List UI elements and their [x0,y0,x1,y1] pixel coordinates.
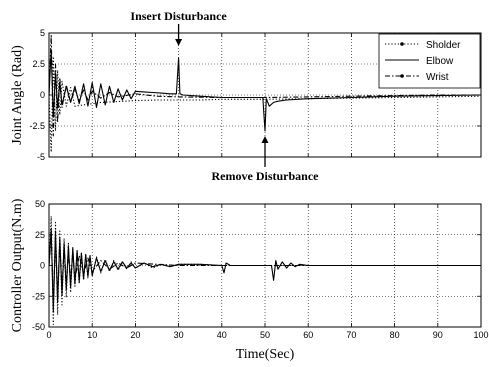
y-tick-label: 0 [40,90,45,100]
y-tick-label: -5 [37,152,45,162]
y-tick-label: 25 [35,230,45,240]
x-tick-label: 0 [46,330,51,340]
y-tick-label: 0 [40,261,45,271]
y-tick-label: 50 [35,199,45,209]
legend-label: Sholder [426,40,461,51]
joint-angle-y-axis-label: Joint Angle (Rad) [10,45,25,145]
x-tick-label: 80 [390,330,400,340]
series-line-wrist [48,34,481,137]
annotation-arrow-head [261,136,269,143]
controller-output-panel: -50 -25 0 25 50 0 10 20 30 40 50 60 70 80 90 100 Contro… [10,198,488,362]
x-tick-label: 70 [346,330,356,340]
y-tick-label: 5 [40,28,45,38]
y-tick-label: 2.5 [32,59,45,69]
legend-label: Elbow [426,56,454,67]
x-tick-label: 50 [260,330,270,340]
time-x-axis-label: Time(Sec) [236,347,295,362]
annotation-label: Remove Disturbance [212,169,320,183]
legend: Sholder Elbow Wrist [378,33,481,89]
x-tick-label: 20 [130,330,140,340]
annotation-label: Insert Disturbance [130,9,227,23]
x-tick-label: 60 [303,330,313,340]
x-tick-label: 30 [174,330,184,340]
x-tick-label: 10 [87,330,97,340]
joint-angle-series [48,34,482,153]
x-tick-label: 40 [217,330,227,340]
legend-marker [400,74,404,78]
joint-angle-panel: -5 -2.5 0 2.5 5 Insert Disturbance Remove Dis… [10,9,482,183]
controller-output-ticks: -50 -25 0 25 50 0 10 20 30 40 50 60 70 80 90 100 [32,199,489,340]
y-tick-label: -25 [32,291,45,301]
x-tick-label: 100 [473,330,488,340]
joint-angle-ticks: -5 -2.5 0 2.5 5 [29,28,482,162]
y-tick-label: -2.5 [29,121,45,131]
legend-marker [400,42,404,46]
series-line-2 [48,234,481,303]
joint-angle-annotations: Insert Disturbance Remove Disturbance [130,9,319,183]
annotation-arrow-head [175,39,183,46]
y-tick-label: -50 [32,322,45,332]
x-tick-label: 90 [433,330,443,340]
controller-output-y-axis-label: Controller Output(N.m) [10,198,25,332]
legend-box [378,33,481,89]
legend-label: Wrist [426,72,449,83]
controller-output-series [48,215,481,326]
